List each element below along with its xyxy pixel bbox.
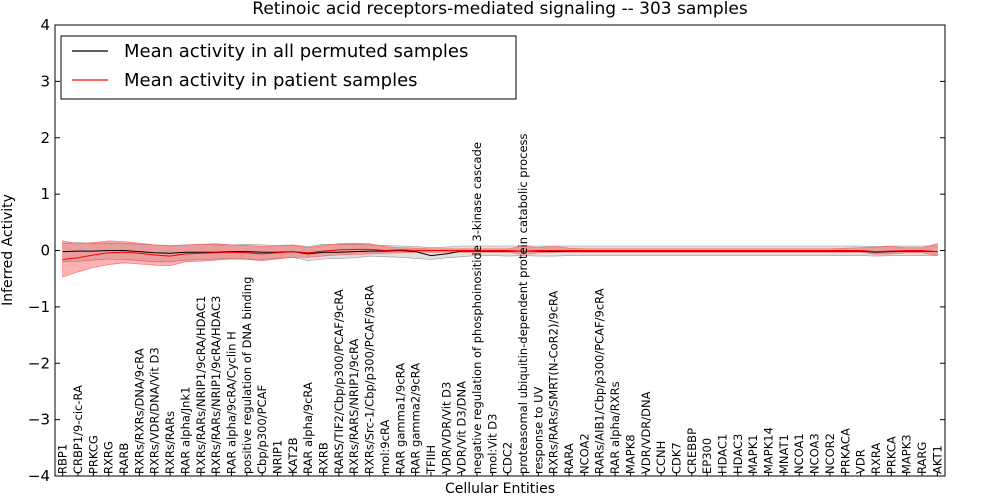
x-tick-label: CDK7 — [670, 442, 684, 474]
series-lines — [62, 248, 938, 260]
x-tick-labels: RBP1 CRBP1/9-cic-RA PRKCG RXRG RARB RXRs/RXRs… — [56, 133, 944, 476]
x-tick-label: RBP1 — [56, 444, 70, 474]
legend-label-patient: Mean activity in patient samples — [124, 70, 418, 91]
x-tick-label: RAR alpha/9cRA/Cyclin H — [225, 331, 239, 474]
x-tick-label: RAR gamma2/9cRA — [409, 363, 423, 474]
y-tick-label: −4 — [28, 467, 50, 485]
x-tick-label: NCOR2 — [823, 433, 837, 474]
x-tick-label: CREBBP — [685, 428, 699, 474]
x-axis-label: Cellular Entities — [445, 481, 555, 497]
x-tick-label: RARA — [562, 443, 576, 474]
x-tick-label: MNAT1 — [777, 434, 791, 474]
x-tick-label: mol:Vit D3 — [485, 414, 499, 474]
y-tick-label: −1 — [28, 298, 50, 316]
x-tick-label: mol:9cRA — [378, 420, 392, 474]
x-tick-label: RARB — [117, 443, 131, 474]
band-patient — [62, 240, 938, 278]
x-tick-label: EP300 — [700, 438, 714, 474]
x-tick-label: TFIIH — [424, 445, 438, 475]
x-tick-label: PRKACA — [838, 428, 852, 474]
y-tick-label: 2 — [40, 129, 50, 147]
x-tick-label: RARG — [915, 442, 929, 474]
x-tick-label: RXRs/RARs/NRIP1/9cRA/HDAC1 — [194, 296, 208, 474]
y-tick-label: 0 — [40, 242, 50, 260]
x-tick-label: NCOA2 — [577, 433, 591, 474]
x-tick-label: VDR/VDR/DNA — [639, 391, 653, 474]
x-tick-label: RXRs/RARs — [163, 411, 177, 474]
x-tick-label: HDAC3 — [731, 434, 745, 474]
x-tick-label: CDC2 — [501, 442, 515, 474]
x-tick-label: RXRs/RXRs/DNA/9cRA — [132, 348, 146, 474]
x-tick-label: KAT2B — [286, 437, 300, 474]
x-tick-label: RXRG — [102, 441, 116, 474]
x-tick-label: proteasomal ubiquitin-dependent protein … — [516, 133, 530, 474]
x-tick-label: RXRs/RARs/NRIP1/9cRA/HDAC3 — [209, 296, 223, 474]
line-patient — [62, 248, 938, 260]
x-tick-label: VDR/VDR/Vit D3 — [439, 382, 453, 474]
x-tick-label: MAPK14 — [762, 427, 776, 474]
x-tick-label: NRIP1 — [271, 440, 285, 474]
x-tick-label: positive regulation of DNA binding — [240, 277, 254, 474]
x-tick-label: AKT1 — [930, 445, 944, 474]
x-tick-label: NCOA1 — [792, 433, 806, 474]
x-tick-label: PRKCA — [884, 436, 898, 474]
x-tick-label: RXRA — [869, 443, 883, 474]
chart-title: Retinoic acid receptors-mediated signali… — [252, 0, 748, 19]
legend: Mean activity in all permuted samples Me… — [60, 35, 517, 100]
y-tick-label: −2 — [28, 354, 50, 372]
x-tick-label: RAR gamma1/9cRA — [393, 363, 407, 474]
x-tick-label: RARs/AIB1/Cbp/p300/PCAF/9cRA — [593, 288, 607, 474]
x-tick-label: RAR alpha/RXRs — [608, 381, 622, 474]
x-tick-label: response to UV — [531, 386, 545, 474]
x-tick-label: RXRB — [317, 442, 331, 474]
y-tick-label: 3 — [40, 72, 50, 90]
x-tick-label: CRBP1/9-cic-RA — [71, 385, 85, 474]
x-tick-label: Cbp/p300/PCAF — [255, 385, 269, 474]
x-tick-label: RXRs/RARS/NRIP1/9cRA — [347, 338, 361, 474]
x-tick-label: RARS/TIF2/Cbp/p300/PCAF/9cRA — [332, 289, 346, 474]
x-tick-label: RXRs/Src-1/Cbp/p300/PCAF/9cRA — [363, 285, 377, 474]
legend-label-permuted: Mean activity in all permuted samples — [124, 41, 468, 62]
x-tick-label: CCNH — [654, 441, 668, 474]
x-tick-label: MAPK3 — [900, 434, 914, 474]
x-tick-label: RXRs/RARs/SMRT(N-CoR2)/9cRA — [547, 290, 561, 474]
x-tick-label: RXRs/VDR/DNA/Vit D3 — [148, 347, 162, 474]
legend-box — [60, 35, 517, 100]
x-tick-label: RAR alpha/9cRA — [301, 382, 315, 474]
x-tick-label: negative regulation of phosphoinositide … — [470, 142, 484, 474]
x-tick-label: HDAC1 — [716, 434, 730, 474]
y-axis-label: Inferred Activity — [0, 194, 16, 306]
y-tick-label: 1 — [40, 185, 50, 203]
x-tick-label: PRKCG — [86, 435, 100, 474]
x-tick-label: VDR/Vit D3/DNA — [455, 381, 469, 474]
y-tick-label: −3 — [28, 411, 50, 429]
y-axis: −4 −3 −2 −1 0 1 2 3 4 — [28, 16, 945, 485]
y-tick-label: 4 — [40, 16, 50, 34]
x-tick-label: MAPK1 — [746, 434, 760, 474]
x-tick-label: NCOA3 — [808, 433, 822, 474]
confidence-bands — [62, 240, 938, 278]
line-permuted — [62, 249, 938, 257]
x-tick-label: VDR — [854, 449, 868, 474]
x-tick-label: RAR alpha/Jnk1 — [178, 387, 192, 474]
x-tick-label: MAPK8 — [623, 434, 637, 474]
